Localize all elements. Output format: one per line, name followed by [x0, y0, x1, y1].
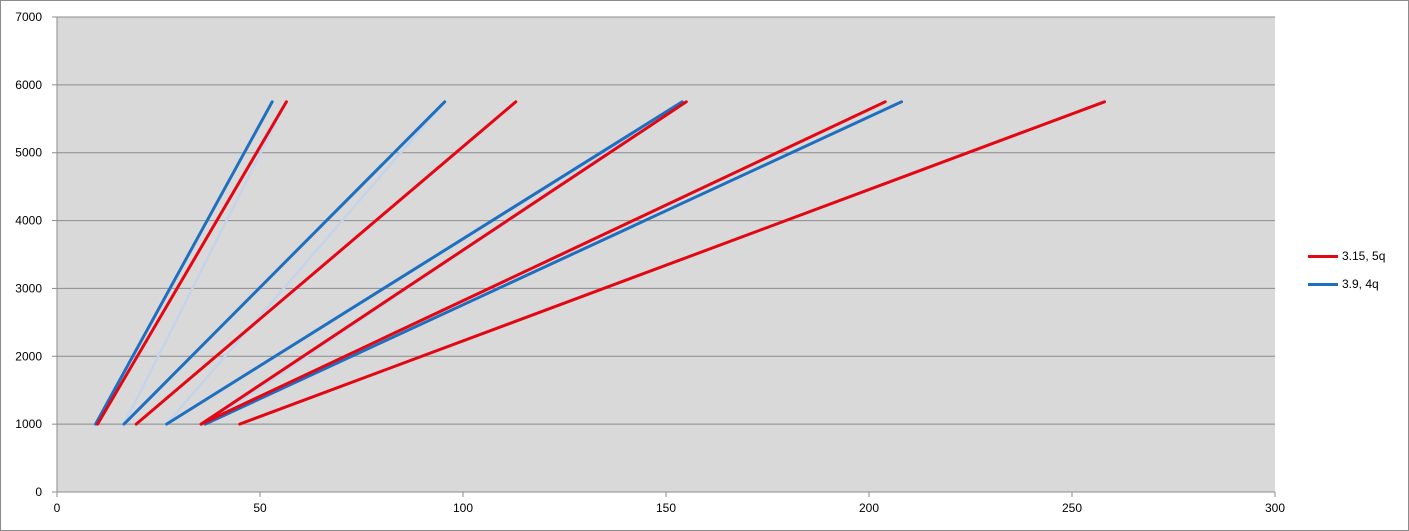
plot-area [57, 17, 1275, 492]
y-tick-label: 2000 [15, 349, 42, 363]
axes [52, 16, 1276, 497]
legend-swatch [1308, 282, 1338, 286]
series-line [122, 100, 447, 426]
series-line [203, 100, 903, 426]
x-tick-label: 0 [54, 501, 61, 515]
series-line [165, 100, 684, 426]
connector-line [122, 100, 288, 426]
series-line [238, 100, 1106, 426]
y-tick-label: 0 [35, 485, 42, 499]
x-tick-label: 300 [1265, 501, 1285, 515]
series-line [134, 100, 518, 426]
y-tick-label: 4000 [15, 214, 42, 228]
x-tick-label: 150 [656, 501, 676, 515]
legend-item: 3.9, 4q [1308, 270, 1403, 298]
legend-item: 3.15, 5q [1308, 242, 1403, 270]
y-tick-label: 7000 [15, 10, 42, 24]
series-line [199, 100, 688, 426]
x-tick-label: 200 [859, 501, 879, 515]
y-tick-label: 5000 [15, 146, 42, 160]
y-tick-label: 6000 [15, 78, 42, 92]
legend: 3.15, 5q 3.9, 4q [1308, 242, 1403, 298]
series-line [94, 100, 274, 426]
x-tick-label: 250 [1062, 501, 1082, 515]
connector-line [165, 100, 446, 426]
legend-label: 3.15, 5q [1342, 249, 1386, 263]
y-tick-label: 1000 [15, 417, 42, 431]
series-line [96, 100, 288, 426]
x-tick-label: 100 [453, 501, 473, 515]
legend-label: 3.9, 4q [1342, 277, 1379, 291]
series-line [199, 100, 887, 426]
y-tick-label: 3000 [15, 281, 42, 295]
x-tick-label: 50 [253, 501, 267, 515]
legend-swatch [1308, 254, 1338, 258]
tick-labels: 0 1000 2000 3000 4000 5000 6000 7000 0 50 100 150 20… [15, 10, 1285, 515]
series-lines [94, 100, 1106, 426]
